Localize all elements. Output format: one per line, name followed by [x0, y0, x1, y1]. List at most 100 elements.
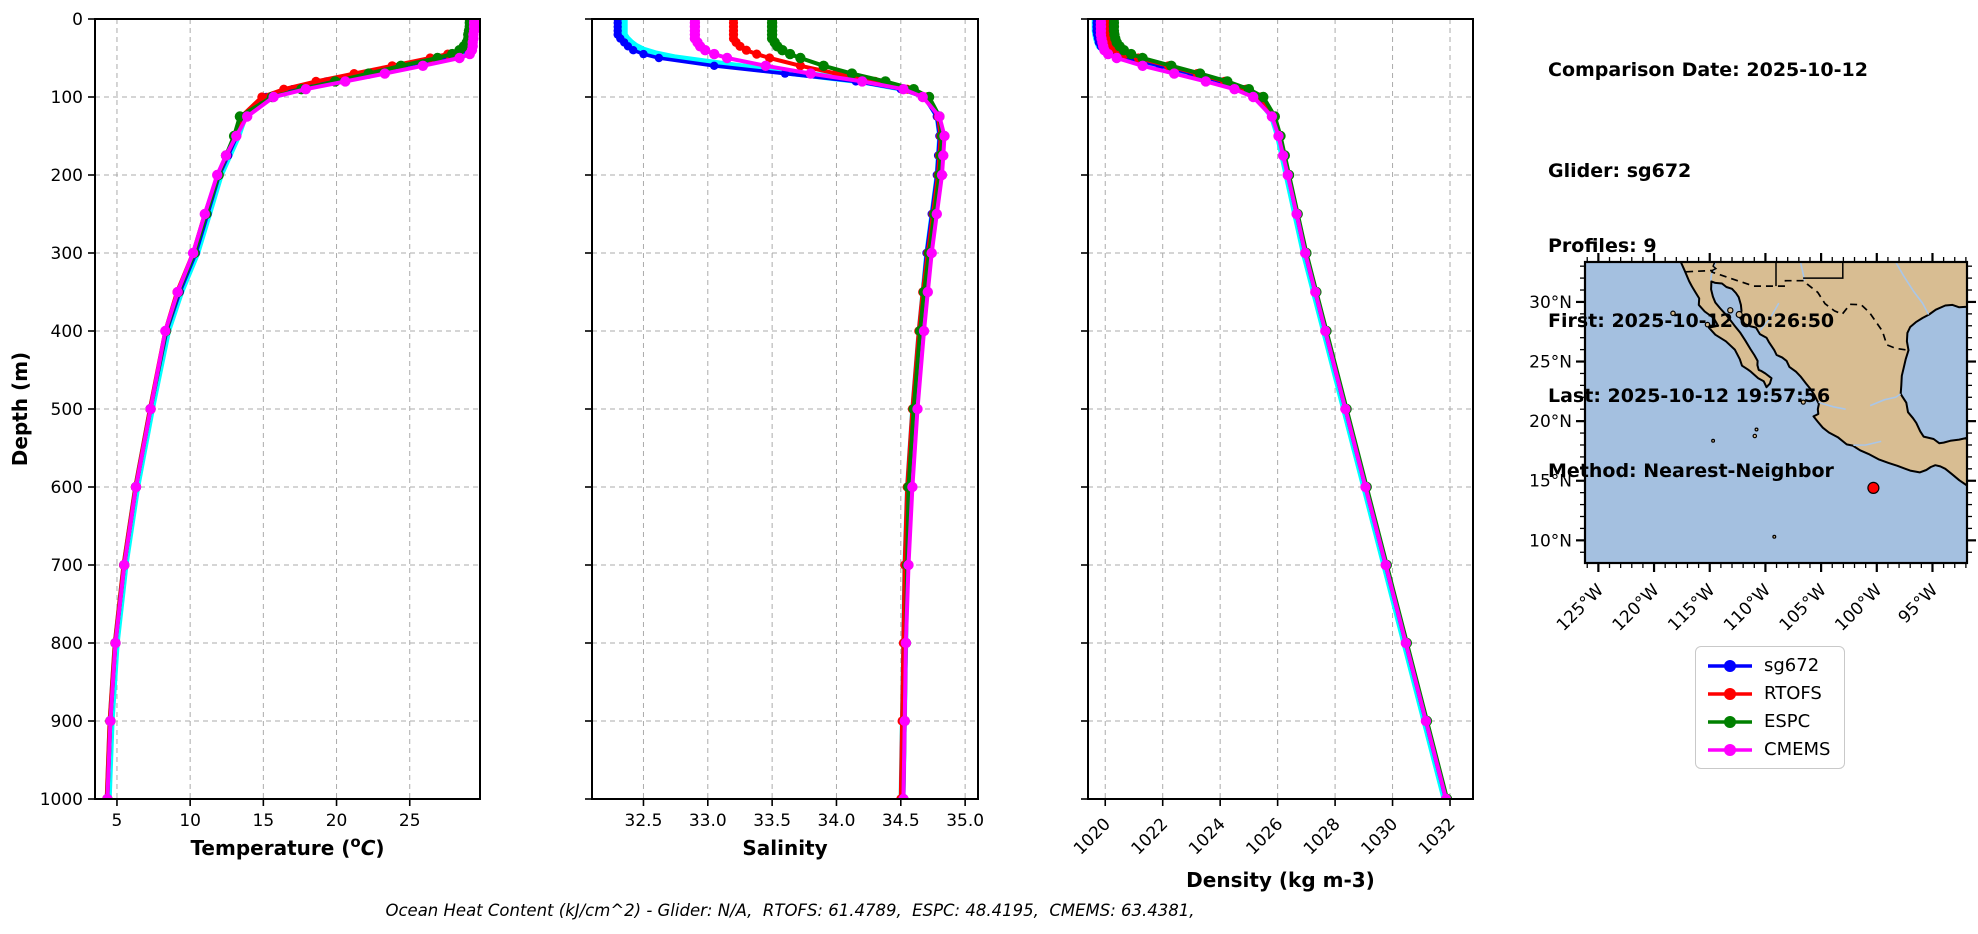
legend: sg672 RTOFS ESPC CMEMS [1695, 646, 1846, 769]
map-lat-label: 25°N [1529, 353, 1572, 373]
legend-label: RTOFS [1764, 683, 1822, 704]
x-tick-label: 32.5 [625, 811, 663, 831]
x-tick-label: 33.5 [753, 811, 791, 831]
map-lon-label: 115°W [1664, 580, 1719, 635]
y-tick-label: 900 [51, 712, 83, 732]
map-ticks [1576, 253, 1976, 572]
river [1895, 262, 1930, 315]
series-markers-sg672-salinity [613, 19, 944, 799]
x-tick-label: 1022 [1128, 814, 1173, 859]
legend-label: sg672 [1764, 655, 1820, 676]
island [1727, 307, 1734, 314]
legend-label: ESPC [1764, 711, 1811, 732]
x-axis-label-temperature: Temperature (oC) [190, 833, 384, 860]
island [1704, 321, 1711, 328]
series-markers-CMEMS-density [1095, 19, 1452, 799]
y-tick-label: 700 [51, 556, 83, 576]
y-tick-label: 500 [51, 400, 83, 420]
info-last: Last: 2025-10-12 19:57:56 [1548, 385, 1831, 407]
island [1752, 433, 1758, 439]
y-tick-label: 300 [51, 244, 83, 264]
x-tick-label: 15 [253, 811, 275, 831]
x-tick-label: 5 [112, 811, 123, 831]
y-tick-label: 200 [51, 166, 83, 186]
river [1853, 440, 1882, 446]
legend-line-marker-icon [1708, 687, 1752, 700]
x-tick-label: 1032 [1415, 814, 1460, 859]
map-content [1585, 262, 1967, 563]
ohc-caption: Ocean Heat Content (kJ/cm^2) - Glider: N… [385, 901, 1195, 920]
y-tick-label: 1000 [40, 790, 83, 810]
island [1800, 399, 1806, 405]
x-tick-label: 34.0 [818, 811, 856, 831]
x-tick-label: 1024 [1185, 814, 1230, 859]
location-map: 30°N 25°N 20°N 15°N 10°N 125°W 120°W 115°W 110°W… [1529, 253, 1976, 635]
legend-line-marker-icon [1708, 659, 1752, 672]
series-markers-CMEMS-temperature [102, 19, 480, 799]
gridlines-density [1088, 18, 1473, 800]
x-tick-label: 1020 [1070, 814, 1115, 859]
x-tick-label: 1028 [1300, 814, 1345, 859]
series-markers-CMEMS-salinity [689, 19, 950, 799]
map-lat-label: 15°N [1529, 472, 1572, 492]
info-glider: Glider: sg672 [1548, 160, 1692, 182]
panel-salinity: 32.5 33.0 33.5 34.0 34.5 35.0 Salinity [585, 18, 984, 860]
map-lat-label: 20°N [1529, 412, 1572, 432]
map-lon-label: 110°W [1720, 580, 1775, 635]
legend-entry-RTOFS: RTOFS [1706, 683, 1830, 704]
map-lon-label: 100°W [1831, 580, 1886, 635]
x-axis-label-density: Density (kg m-3) [1186, 868, 1375, 892]
island [1772, 534, 1777, 539]
profile-plots: 5 10 15 20 25 0 100 200 300 400 500 600 700 800 900 100… [8, 10, 1474, 892]
panel-temperature: 5 10 15 20 25 0 100 200 300 400 500 600 700 800 900 100… [8, 10, 481, 860]
state-border [1803, 262, 1844, 279]
x-tick-label: 35.0 [946, 811, 984, 831]
y-tick-label: 800 [51, 634, 83, 654]
legend-line-marker-icon [1708, 743, 1752, 756]
map-lon-label: 95°W [1895, 580, 1942, 627]
legend-entry-CMEMS: CMEMS [1706, 739, 1830, 760]
island [1754, 427, 1759, 432]
river [1818, 401, 1846, 410]
map-lat-label: 30°N [1529, 293, 1572, 313]
comparison-date: Comparison Date: 2025-10-12 [1548, 59, 1868, 81]
international-border [1686, 269, 1909, 352]
map-lon-label: 105°W [1776, 580, 1831, 635]
x-tick-label: 10 [179, 811, 201, 831]
x-tick-label: 25 [399, 811, 421, 831]
info-first: First: 2025-10-12 00:26:50 [1548, 310, 1835, 332]
series-group-density [1091, 19, 1453, 799]
info-method: Method: Nearest-Neighbor [1548, 460, 1834, 482]
land-mass [1679, 262, 1967, 487]
glider-location-marker [1867, 481, 1880, 494]
info-panel: Comparison Date: 2025-10-12 Glider: sg67… [1548, 8, 1868, 534]
river [1758, 302, 1780, 332]
island [1735, 310, 1743, 319]
x-tick-label: 1030 [1357, 814, 1402, 859]
map-lon-label: 120°W [1609, 580, 1664, 635]
x-tick-label: 34.5 [882, 811, 920, 831]
series-group-salinity [613, 19, 950, 799]
legend-entry-ESPC: ESPC [1706, 711, 1830, 732]
state-border [1711, 262, 1718, 272]
info-profiles: Profiles: 9 [1548, 235, 1657, 257]
y-tick-label: 0 [72, 10, 83, 30]
legend-label: CMEMS [1764, 739, 1831, 760]
island [1711, 438, 1716, 443]
y-tick-label: 600 [51, 478, 83, 498]
legend-line-marker-icon [1708, 715, 1752, 728]
y-axis-label: Depth (m) [8, 352, 32, 466]
y-tick-label: 100 [51, 88, 83, 108]
legend-entry-sg672: sg672 [1706, 655, 1830, 676]
x-tick-label: 20 [326, 811, 348, 831]
map-lon-label: 125°W [1553, 580, 1608, 635]
series-group-temperature [102, 19, 480, 799]
x-tick-label: 1026 [1242, 814, 1287, 859]
river [1869, 393, 1902, 407]
panel-density: 1020 1022 1024 1026 1028 1030 1032 Density (kg … [1070, 18, 1474, 892]
y-tick-label: 400 [51, 322, 83, 342]
map-lat-label: 10°N [1529, 531, 1572, 551]
x-tick-label: 33.0 [689, 811, 727, 831]
x-axis-label-salinity: Salinity [742, 836, 827, 860]
